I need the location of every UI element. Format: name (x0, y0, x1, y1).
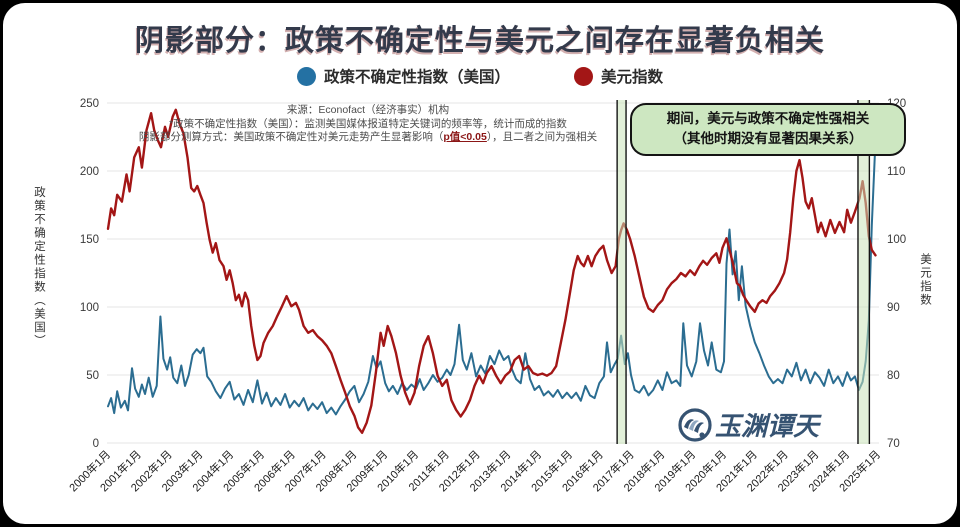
legend-item-uncertainty: 政策不确定性指数（美国） (296, 65, 510, 87)
y-right-tick: 90 (887, 302, 900, 314)
watermark: 玉渊谭天 (678, 408, 822, 442)
page-title: 阴影部分：政策不确定性与美元之间存在显著负相关 (134, 25, 825, 57)
dollar-legend-dot-icon (574, 66, 593, 86)
y-right-tick: 80 (887, 370, 900, 382)
line-chart: 0705080100901501002001102501202000年1月200… (66, 98, 906, 494)
y-axis-right-label: 美元指数 (919, 253, 931, 307)
annotation-callout: 期间，美元与政策不确定性强相关 （其他时期没有显著因果关系） (630, 103, 906, 156)
y-left-tick: 200 (80, 166, 99, 178)
uncertainty-legend-dot-icon (296, 66, 316, 86)
y-left-tick: 100 (80, 302, 99, 314)
legend: 政策不确定性指数（美国） 美元指数 (3, 65, 957, 87)
y-left-tick: 0 (93, 438, 99, 450)
watermark-text: 玉渊谭天 (715, 412, 822, 442)
p-value: p值<0.05 (443, 131, 487, 144)
shaded-band (617, 100, 627, 444)
source-line-3: 阴影部分测算方式：美国政策不确定性对美元走势产生显著影响（p值<0.05），且二… (138, 131, 598, 144)
annotation-line-2: （其他时期没有显著因果关系） (673, 131, 863, 147)
legend-label-dollar: 美元指数 (601, 69, 664, 86)
legend-label-uncertainty: 政策不确定性指数（美国） (323, 69, 510, 86)
y-left-tick: 50 (86, 370, 99, 382)
shaded-band (857, 100, 870, 444)
y-left-tick: 150 (80, 234, 99, 246)
y-right-tick: 110 (887, 166, 905, 178)
source-note: 来源：Econofact（经济事实）机构 *政策不确定性指数（美国）：监测美国媒… (103, 104, 633, 145)
y-axis-left-label: 政策不确定性指数（美国） (33, 186, 45, 348)
legend-item-dollar: 美元指数 (574, 65, 663, 87)
annotation-line-1: 期间，美元与政策不确定性强相关 (666, 111, 870, 126)
series-line (106, 108, 877, 434)
source-line-2: *政策不确定性指数（美国）：监测美国媒体报道特定关键词的频率等，统计而成的指数 (169, 117, 567, 130)
y-left-tick: 250 (80, 98, 99, 110)
y-right-tick: 70 (887, 438, 900, 450)
chart-card: 阴影部分：政策不确定性与美元之间存在显著负相关 政策不确定性指数（美国） 美元指… (3, 3, 957, 524)
wave-logo-icon (678, 408, 712, 442)
source-line-1: 来源：Econofact（经济事实）机构 (286, 104, 450, 116)
y-right-tick: 100 (887, 234, 906, 246)
series-line (107, 138, 877, 416)
